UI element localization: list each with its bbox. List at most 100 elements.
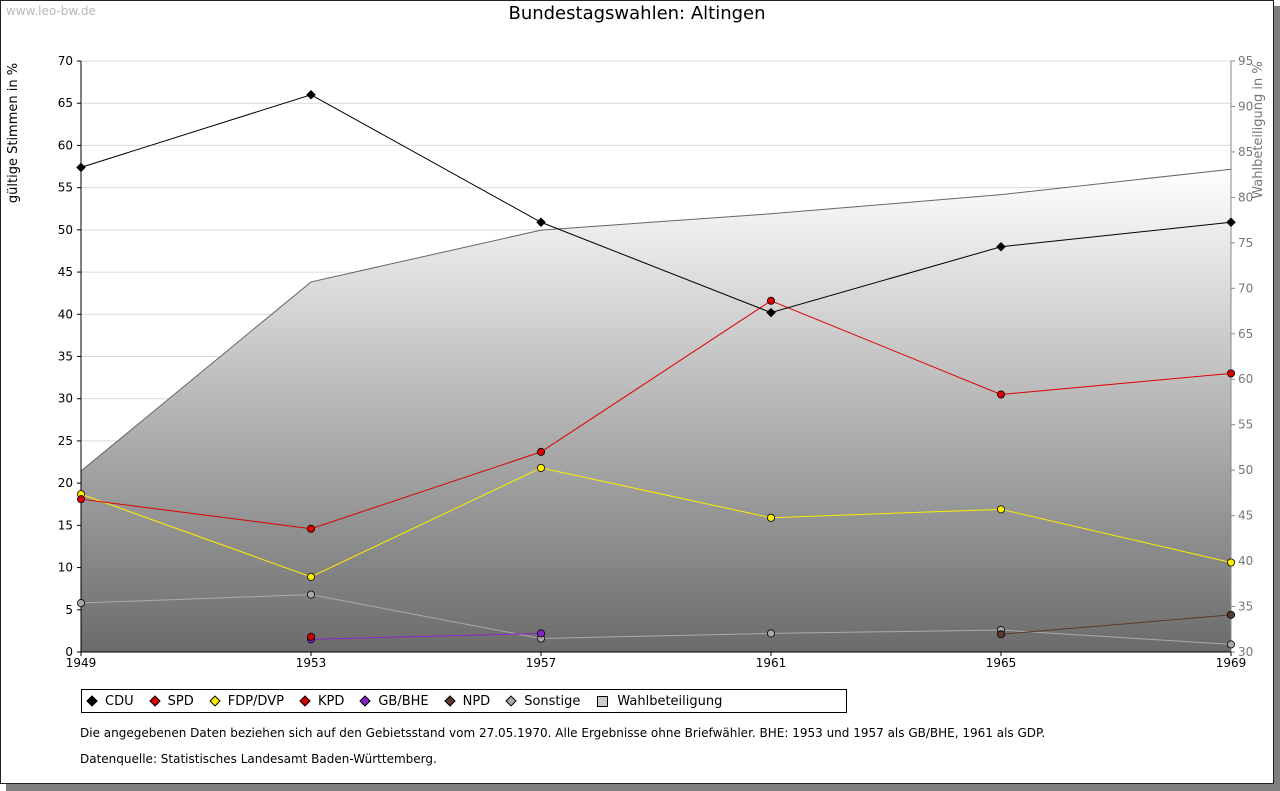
y-tick-label: 15 bbox=[58, 518, 73, 532]
x-tick-label: 1965 bbox=[986, 656, 1017, 670]
chart-plot: 0 5 10 15 20 25 30 35 40 45 50 55 60 65 70 30 35 40 45 50 55… bbox=[6, 54, 1266, 670]
y-tick-label: 25 bbox=[58, 434, 73, 448]
x-tick-label: 1969 bbox=[1216, 656, 1247, 670]
point-npd bbox=[1227, 610, 1236, 619]
y-tick-label: 70 bbox=[58, 54, 73, 68]
point-cdu bbox=[996, 241, 1006, 252]
y-tick-label: 60 bbox=[58, 138, 73, 152]
point-kpd bbox=[306, 632, 315, 641]
legend-label-fdp-dvp: FDP/DVP bbox=[227, 693, 284, 709]
turnout-area-edge bbox=[80, 168, 1232, 472]
legend-marker-npd bbox=[443, 695, 456, 707]
series-line-fdp-dvp bbox=[80, 467, 1232, 578]
legend-label-cdu: CDU bbox=[105, 693, 134, 709]
point-sonstige bbox=[1227, 640, 1236, 649]
legend-label-sonstige: Sonstige bbox=[524, 693, 581, 709]
legend-marker-spd bbox=[148, 695, 161, 707]
legend-marker-fdp-dvp bbox=[209, 695, 221, 707]
series-line-sonstige bbox=[80, 594, 1232, 645]
series-line-cdu bbox=[80, 94, 1232, 314]
legend-marker-wahlbeteiligung bbox=[597, 695, 609, 707]
y-tick-label: 50 bbox=[58, 223, 73, 237]
y-tick-label: 65 bbox=[58, 96, 73, 110]
y-tick-label: 35 bbox=[58, 350, 73, 364]
y-tick-label: 30 bbox=[58, 392, 73, 406]
footnote: Die angegebenen Daten beziehen sich auf … bbox=[80, 726, 1046, 740]
series-line-spd bbox=[80, 300, 1232, 530]
y2-tick-label: 85 bbox=[1238, 145, 1253, 159]
legend-item-fdp-dvp: FDP/DVP bbox=[209, 693, 284, 709]
y2-tick-label: 45 bbox=[1238, 509, 1253, 523]
point-cdu bbox=[76, 162, 86, 173]
point-cdu bbox=[536, 217, 546, 228]
watermark: www.leo-bw.de bbox=[6, 4, 96, 18]
legend-item-spd: SPD bbox=[148, 693, 194, 709]
data-source: Datenquelle: Statistisches Landesamt Bad… bbox=[80, 752, 437, 766]
y2-tick-label: 30 bbox=[1238, 645, 1253, 659]
y2-tick-label: 95 bbox=[1238, 54, 1253, 68]
point-spd bbox=[306, 524, 315, 533]
legend-item-kpd: KPD bbox=[299, 693, 345, 709]
legend-item-npd: NPD bbox=[443, 693, 491, 709]
y2-tick-label: 65 bbox=[1238, 327, 1253, 341]
y-tick-label: 5 bbox=[65, 603, 73, 617]
series-line-gb-bhe bbox=[310, 632, 542, 640]
y2-tick-label: 55 bbox=[1238, 418, 1253, 432]
y-axis-title: gültige Stimmen in % bbox=[6, 63, 21, 203]
legend-item-cdu: CDU bbox=[86, 693, 134, 709]
y2-tick-label: 80 bbox=[1238, 190, 1253, 204]
point-cdu bbox=[1226, 217, 1236, 228]
legend-item-wahlbeteiligung: Wahlbeteiligung bbox=[597, 694, 722, 709]
legend-label-spd: SPD bbox=[167, 693, 194, 709]
legend-marker-sonstige bbox=[505, 695, 517, 707]
point-sonstige bbox=[306, 590, 315, 599]
legend-marker-gb-bhe bbox=[359, 695, 371, 707]
point-spd bbox=[537, 447, 546, 456]
y-tick-label: 55 bbox=[58, 181, 73, 195]
legend-marker-cdu bbox=[86, 695, 98, 707]
legend-marker-kpd bbox=[299, 695, 311, 707]
legend-item-gb-bhe: GB/BHE bbox=[359, 693, 429, 709]
turnout-area bbox=[81, 169, 1231, 652]
y2-tick-label: 60 bbox=[1238, 372, 1253, 386]
y2-tick-label: 75 bbox=[1238, 236, 1253, 250]
frame-shadow-bottom bbox=[6, 784, 1280, 791]
legend-label-npd: NPD bbox=[462, 693, 491, 709]
point-fdp-dvp bbox=[306, 572, 315, 581]
point-fdp-dvp bbox=[537, 463, 546, 472]
y-tick-label: 40 bbox=[58, 307, 73, 321]
chart-title: Bundestagswahlen: Altingen bbox=[508, 3, 766, 24]
series-line-npd bbox=[1000, 614, 1232, 635]
frame-shadow-right bbox=[1274, 6, 1280, 791]
legend-item-sonstige: Sonstige bbox=[505, 693, 581, 709]
point-fdp-dvp bbox=[767, 513, 776, 522]
y-tick-label: 45 bbox=[58, 265, 73, 279]
point-npd bbox=[997, 630, 1006, 639]
point-sonstige bbox=[77, 599, 86, 608]
y2-tick-label: 35 bbox=[1238, 600, 1253, 614]
legend-label-kpd: KPD bbox=[317, 693, 345, 709]
y-tick-label: 10 bbox=[58, 561, 73, 575]
y2-tick-label: 70 bbox=[1238, 281, 1253, 295]
x-tick-label: 1949 bbox=[66, 656, 97, 670]
x-tick-label: 1953 bbox=[296, 656, 327, 670]
point-spd bbox=[767, 296, 776, 305]
legend-label-gb-bhe: GB/BHE bbox=[378, 693, 429, 709]
point-fdp-dvp bbox=[1227, 558, 1236, 567]
point-sonstige bbox=[767, 629, 776, 638]
y2-tick-label: 90 bbox=[1238, 99, 1253, 113]
y2-tick-label: 40 bbox=[1238, 554, 1253, 568]
x-tick-label: 1961 bbox=[756, 656, 787, 670]
legend-label-wahlbeteiligung: Wahlbeteiligung bbox=[617, 693, 723, 709]
point-gb-bhe bbox=[537, 629, 546, 638]
point-spd bbox=[77, 495, 86, 504]
point-spd bbox=[1227, 369, 1236, 378]
y2-axis-title: Wahlbeteiligung in % bbox=[1251, 61, 1266, 198]
y-tick-label: 20 bbox=[58, 476, 73, 490]
point-fdp-dvp bbox=[997, 505, 1006, 514]
point-cdu bbox=[766, 307, 776, 318]
x-tick-label: 1957 bbox=[526, 656, 557, 670]
point-cdu bbox=[306, 89, 316, 100]
y-tick-label: 0 bbox=[65, 645, 73, 659]
y2-tick-label: 50 bbox=[1238, 463, 1253, 477]
